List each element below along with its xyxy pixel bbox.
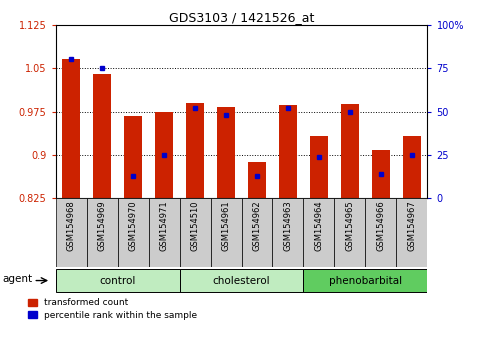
Text: GSM154964: GSM154964 — [314, 200, 324, 251]
FancyBboxPatch shape — [366, 198, 397, 267]
Text: GSM154967: GSM154967 — [408, 200, 416, 251]
Bar — [62, 59, 80, 198]
Bar — [341, 104, 359, 198]
FancyBboxPatch shape — [86, 198, 117, 267]
Text: GSM154968: GSM154968 — [67, 200, 75, 251]
Text: GSM154962: GSM154962 — [253, 200, 261, 251]
FancyBboxPatch shape — [334, 198, 366, 267]
Text: control: control — [99, 275, 136, 286]
Bar — [217, 108, 235, 198]
FancyBboxPatch shape — [180, 269, 303, 292]
Text: agent: agent — [3, 274, 33, 284]
Text: GSM154966: GSM154966 — [376, 200, 385, 251]
FancyBboxPatch shape — [211, 198, 242, 267]
FancyBboxPatch shape — [117, 198, 149, 267]
Text: phenobarbital: phenobarbital — [329, 275, 402, 286]
Bar — [403, 136, 421, 198]
Title: GDS3103 / 1421526_at: GDS3103 / 1421526_at — [169, 11, 314, 24]
Bar — [124, 116, 142, 198]
FancyBboxPatch shape — [56, 198, 86, 267]
Text: GSM154969: GSM154969 — [98, 200, 107, 251]
Bar — [248, 162, 266, 198]
Bar — [93, 74, 112, 198]
Text: GSM154965: GSM154965 — [345, 200, 355, 251]
FancyBboxPatch shape — [303, 198, 334, 267]
Bar — [279, 104, 297, 198]
Text: GSM154510: GSM154510 — [190, 200, 199, 251]
Text: GSM154961: GSM154961 — [222, 200, 230, 251]
Text: GSM154963: GSM154963 — [284, 200, 293, 251]
FancyBboxPatch shape — [397, 198, 427, 267]
FancyBboxPatch shape — [242, 198, 272, 267]
FancyBboxPatch shape — [149, 198, 180, 267]
Legend: transformed count, percentile rank within the sample: transformed count, percentile rank withi… — [28, 298, 198, 320]
Bar — [186, 103, 204, 198]
FancyBboxPatch shape — [56, 269, 180, 292]
Text: GSM154970: GSM154970 — [128, 200, 138, 251]
Bar — [155, 112, 173, 198]
FancyBboxPatch shape — [272, 198, 303, 267]
Bar — [310, 136, 328, 198]
Text: cholesterol: cholesterol — [213, 275, 270, 286]
FancyBboxPatch shape — [180, 198, 211, 267]
Text: GSM154971: GSM154971 — [159, 200, 169, 251]
Bar — [372, 150, 390, 198]
FancyBboxPatch shape — [303, 269, 427, 292]
